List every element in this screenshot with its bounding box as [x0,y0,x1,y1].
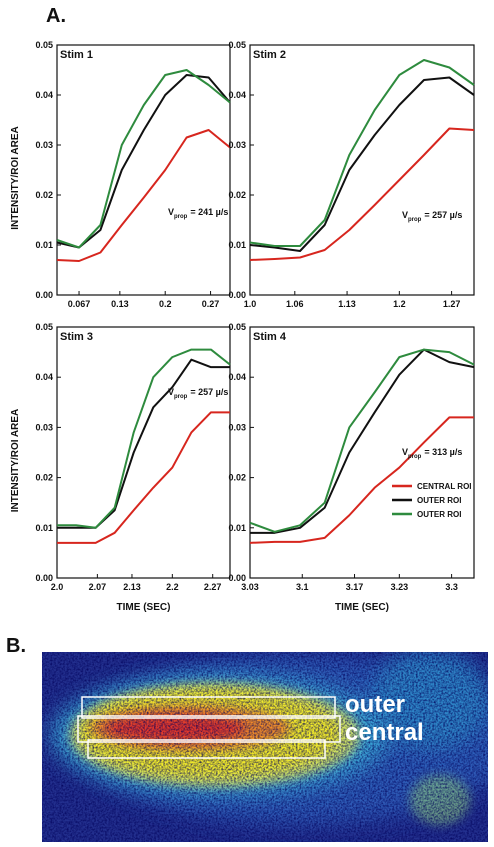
data-line [57,411,230,544]
chart-title: Stim 4 [253,331,287,343]
x-tick-label: 3.23 [391,582,409,592]
data-line [56,129,231,262]
y-tick-label: 0.02 [228,190,246,200]
x-tick-label: 2.0 [51,582,64,592]
data-line [249,76,475,252]
y-tick-label: 0.01 [35,523,53,533]
y-tick-label: 0.01 [228,240,246,250]
legend-label: CENTRAL ROI [417,482,472,491]
x-tick-label: 0.27 [202,299,220,309]
data-line [57,348,231,529]
annotation-symbol: V [168,387,174,397]
annotation-text: = 241 µ/s [190,207,228,217]
x-tick-label: 0.067 [68,299,91,309]
y-tick-label: 0.03 [228,422,246,432]
plot-frame [249,326,475,579]
x-tick-label: 1.0 [244,299,257,309]
x-tick-label: 1.13 [338,299,356,309]
annotation-symbol: V [402,447,408,457]
legend-label: OUTER ROI [417,496,461,505]
annotation-subscript: prop [408,217,422,223]
data-line [250,348,475,534]
y-tick-label: 0.05 [228,322,246,332]
panel-label: B. [6,635,26,657]
fluorescence-image: outer central [42,652,488,842]
x-tick-label: 3.03 [241,582,259,592]
y-tick-label: 0.05 [228,40,246,50]
plot-frame [249,44,475,296]
data-line [249,59,475,247]
y-tick-label: 0.03 [228,140,246,150]
y-tick-label: 0.03 [35,140,53,150]
x-tick-label: 1.27 [443,299,461,309]
roi-label: central [345,719,424,746]
roi-label: outer [345,691,405,718]
y-tick-label: 0.00 [228,573,246,583]
y-tick-label: 0.04 [228,90,246,100]
annotation: Vprop = 257 µ/s [402,210,462,223]
data-line [57,358,230,529]
data-line [249,348,475,533]
chart-title: Stim 3 [60,331,93,343]
y-axis-label: INTENSITY/ROI AREA [10,126,21,230]
x-tick-label: 2.2 [166,582,179,592]
annotation-symbol: V [402,210,408,220]
data-line [56,74,231,249]
y-tick-label: 0.03 [35,422,53,432]
y-tick-label: 0.04 [228,372,246,382]
annotation: Vprop = 241 µ/s [168,207,228,220]
y-tick-label: 0.00 [35,573,53,583]
y-tick-label: 0.01 [228,523,246,533]
chart-title: Stim 1 [60,49,93,61]
y-tick-label: 0.02 [35,190,53,200]
x-axis-label: TIME (SEC) [335,602,389,613]
y-tick-label: 0.05 [35,322,53,332]
plot-frame [56,326,231,579]
y-tick-label: 0.04 [35,90,53,100]
y-tick-label: 0.04 [35,372,53,382]
x-tick-label: 3.1 [296,582,309,592]
y-tick-label: 0.01 [35,240,53,250]
panel-label: A. [46,5,66,27]
y-tick-label: 0.00 [35,290,53,300]
x-tick-label: 2.27 [204,582,222,592]
annotation-text: = 257 µ/s [190,387,228,397]
y-tick-label: 0.05 [35,40,53,50]
annotation-symbol: V [168,207,174,217]
chart-title: Stim 2 [253,49,286,61]
x-tick-label: 1.2 [393,299,406,309]
x-tick-label: 0.2 [159,299,172,309]
y-axis-label: INTENSITY/ROI AREA [10,409,21,513]
x-tick-label: 0.13 [111,299,129,309]
x-tick-label: 1.06 [286,299,304,309]
annotation-subscript: prop [174,214,188,220]
annotation-text: = 313 µ/s [424,447,462,457]
x-tick-label: 3.3 [445,582,458,592]
plot-frame [56,44,231,296]
x-tick-label: 3.17 [346,582,364,592]
annotation: Vprop = 313 µ/s [402,447,462,460]
annotation: Vprop = 257 µ/s [168,387,228,400]
annotation-subscript: prop [408,454,422,460]
y-tick-label: 0.02 [228,473,246,483]
x-tick-label: 2.13 [123,582,141,592]
data-line [249,416,474,544]
data-line [56,69,231,249]
legend-label: OUTER ROI [417,510,461,519]
annotation-text: = 257 µ/s [424,210,462,220]
annotation-subscript: prop [174,394,188,400]
x-axis-label: TIME (SEC) [117,602,171,613]
y-tick-label: 0.02 [35,473,53,483]
x-tick-label: 2.07 [89,582,107,592]
data-line [249,127,475,261]
y-tick-label: 0.00 [228,290,246,300]
